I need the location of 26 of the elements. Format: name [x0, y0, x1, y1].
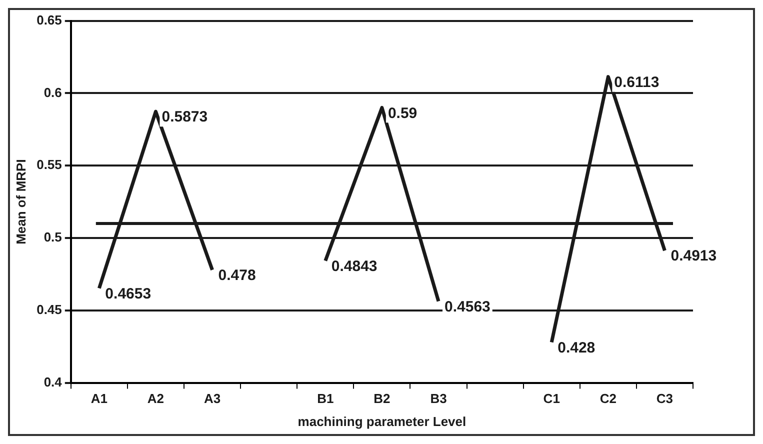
data-label: 0.4563 — [444, 298, 490, 316]
data-label: 0.5873 — [162, 108, 208, 126]
x-tick-label: C3 — [656, 391, 674, 406]
x-axis-title: machining parameter Level — [298, 414, 466, 429]
x-tick-label: A1 — [90, 391, 108, 406]
x-tick-label: A3 — [204, 391, 221, 406]
y-tick-label: 0.5 — [44, 230, 62, 245]
y-tick-label: 0.4 — [44, 374, 63, 390]
data-label: 0.4653 — [105, 285, 152, 302]
x-tick-label: B1 — [317, 391, 334, 406]
x-tick-label: A2 — [147, 391, 164, 406]
y-tick-label: 0.55 — [36, 157, 62, 172]
data-label: 0.4913 — [670, 248, 717, 265]
x-tick-label: B2 — [374, 391, 390, 406]
data-label: 0.4843 — [331, 258, 378, 275]
y-axis-title: Mean of MRPI — [13, 159, 28, 244]
y-tick-label: 0.6 — [44, 84, 62, 100]
data-label: 0.59 — [388, 104, 418, 122]
x-tick-label: C2 — [600, 391, 616, 406]
x-tick-label: B3 — [430, 391, 447, 406]
data-label: 0.478 — [218, 266, 256, 284]
y-tick-label: 0.65 — [36, 12, 62, 28]
x-tick-label: C1 — [543, 391, 560, 406]
data-label: 0.428 — [558, 339, 596, 356]
data-label: 0.6113 — [614, 74, 660, 91]
y-tick-label: 0.45 — [36, 302, 62, 317]
